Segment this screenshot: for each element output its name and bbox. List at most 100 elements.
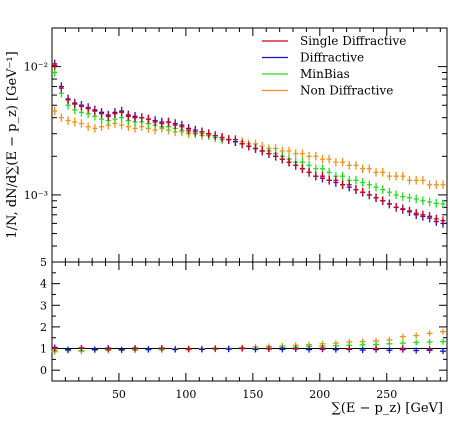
- ratio-point: [78, 345, 85, 352]
- ratio-point: [346, 345, 353, 352]
- data-point: [400, 171, 406, 181]
- ratio-point: [145, 346, 152, 353]
- ratio-point: [252, 346, 259, 353]
- data-point: [433, 180, 439, 190]
- x-tick-label: 100: [175, 388, 196, 401]
- data-point: [152, 117, 158, 127]
- data-point: [72, 117, 78, 127]
- main-x-ticks: [64, 28, 441, 262]
- data-point: [65, 116, 71, 125]
- data-point: [78, 119, 84, 128]
- main-y-ticks: 10⁻² 10⁻³: [24, 27, 447, 263]
- data-point: [299, 164, 305, 174]
- data-point: [373, 182, 379, 192]
- data-point: [333, 157, 339, 167]
- ratio-point: [359, 341, 366, 348]
- data-point: [346, 180, 352, 190]
- ratio-x-ticks: 50 100 150 200 250: [64, 262, 441, 401]
- data-point: [206, 129, 212, 138]
- data-point: [340, 180, 346, 190]
- data-point: [253, 144, 259, 153]
- ratio-point: [426, 330, 433, 337]
- ratio-point: [399, 333, 406, 340]
- data-point: [393, 190, 399, 200]
- data-point: [380, 168, 386, 177]
- data-point: [192, 127, 198, 137]
- ratio-point: [51, 345, 58, 352]
- data-point: [360, 164, 366, 174]
- data-point: [139, 113, 145, 122]
- legend-label: Single Diffractive: [300, 34, 406, 48]
- data-point: [326, 176, 332, 185]
- data-point: [199, 127, 205, 137]
- data-point: [119, 108, 125, 117]
- ratio-y-tick-label: 2: [40, 321, 47, 334]
- data-point: [433, 214, 439, 224]
- data-point: [72, 99, 78, 109]
- data-point: [400, 192, 406, 201]
- ratio-plot-panel: 0 1 2 3 4 5 50 100 150 200 250 ∑(E − p_z) [GeV]: [40, 256, 448, 416]
- ratio-point: [132, 345, 139, 352]
- data-point: [353, 185, 359, 194]
- ratio-point: [118, 346, 125, 353]
- main-plot-panel: 10⁻² 10⁻³ 1/N, dN/d∑(E − p_z) [GeV⁻¹] Sin…: [5, 27, 448, 263]
- ratio-point: [439, 338, 446, 345]
- data-point: [306, 152, 312, 161]
- ratio-point: [373, 345, 380, 352]
- data-point: [85, 122, 91, 132]
- data-point: [179, 122, 185, 132]
- data-point: [186, 125, 192, 135]
- x-tick-label: 250: [376, 388, 397, 401]
- data-point: [373, 168, 379, 177]
- ratio-point: [279, 346, 286, 353]
- data-point: [313, 164, 319, 174]
- ratio-point: [292, 345, 299, 352]
- ratio-point: [399, 340, 406, 347]
- legend-item: Diffractive: [262, 51, 364, 65]
- data-point: [353, 161, 359, 170]
- ratio-point: [439, 328, 446, 335]
- data-point: [407, 176, 413, 185]
- main-series-group: [52, 59, 446, 228]
- data-point: [99, 109, 105, 118]
- ratio-point: [386, 347, 393, 354]
- ratio-point: [265, 345, 272, 352]
- data-point: [85, 104, 91, 113]
- data-point: [219, 133, 225, 142]
- data-point: [433, 199, 439, 208]
- data-point: [413, 176, 419, 185]
- data-point: [380, 185, 386, 194]
- ratio-point: [426, 345, 433, 352]
- ratio-point: [105, 345, 112, 352]
- data-point: [226, 135, 232, 144]
- data-point: [440, 180, 446, 190]
- data-point: [306, 168, 312, 177]
- data-point: [279, 154, 285, 164]
- ratio-point: [172, 346, 179, 353]
- ratio-point: [158, 345, 165, 352]
- ratio-point: [306, 346, 313, 353]
- data-point: [319, 171, 325, 181]
- data-point: [427, 197, 433, 207]
- data-point: [366, 190, 372, 200]
- data-point: [99, 122, 105, 132]
- ratio-point: [426, 339, 433, 346]
- data-point: [386, 171, 392, 181]
- ratio-point: [413, 339, 420, 346]
- data-point: [353, 176, 359, 185]
- data-point: [333, 176, 339, 185]
- ratio-point: [386, 340, 393, 347]
- data-point: [366, 164, 372, 174]
- x-axis-label: ∑(E − p_z) [GeV]: [332, 401, 443, 416]
- legend-item: Single Diffractive: [262, 34, 406, 48]
- ratio-point: [225, 346, 232, 353]
- ratio-series-minbias: [51, 338, 446, 354]
- data-point: [380, 196, 386, 206]
- ratio-series-group: [51, 328, 446, 355]
- data-point: [373, 193, 379, 203]
- x-tick-label: 200: [309, 388, 330, 401]
- data-point: [293, 149, 299, 158]
- data-point: [360, 178, 366, 187]
- main-y-axis-label: 1/N, dN/d∑(E − p_z) [GeV⁻¹]: [5, 51, 20, 238]
